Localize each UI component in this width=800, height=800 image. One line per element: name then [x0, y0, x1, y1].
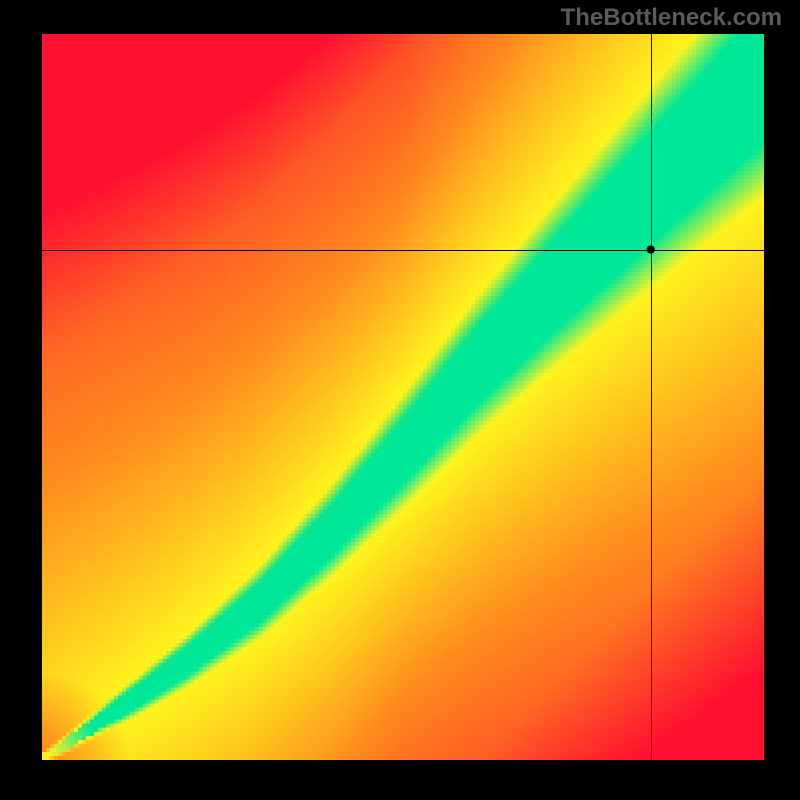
crosshair-overlay: [0, 0, 800, 800]
attribution-text: TheBottleneck.com: [561, 4, 782, 32]
chart-container: { "attribution": { "text": "TheBottlenec…: [0, 0, 800, 800]
